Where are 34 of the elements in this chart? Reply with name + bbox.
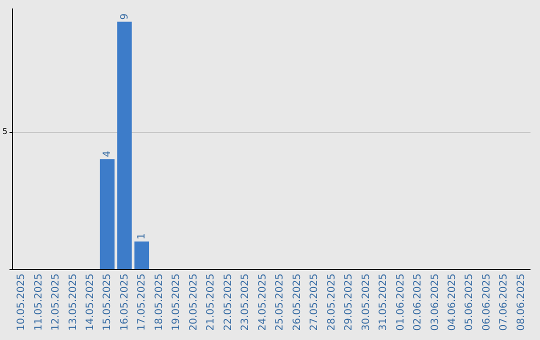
x-tick-label: 10.05.2025 — [16, 274, 28, 331]
data-label: 9 — [119, 13, 130, 20]
x-tick-label: 19.05.2025 — [171, 274, 182, 331]
x-tick-label: 28.05.2025 — [326, 274, 338, 331]
x-tick-label: 03.06.2025 — [430, 274, 441, 331]
x-tick-label: 24.05.2025 — [257, 274, 268, 331]
x-tick-label: 27.05.2025 — [309, 274, 320, 331]
x-tick-label: 07.06.2025 — [498, 274, 510, 331]
x-tick-label: 25.05.2025 — [274, 274, 286, 331]
x-tick-label: 18.05.2025 — [154, 274, 165, 331]
x-tick-label: 23.05.2025 — [240, 274, 252, 331]
x-tick-label: 13.05.2025 — [68, 274, 79, 331]
x-tick-label: 11.05.2025 — [33, 274, 44, 331]
y-tick-label: 5 — [2, 127, 8, 136]
x-tick-label: 22.05.2025 — [222, 274, 234, 331]
x-tick-label: 08.06.2025 — [516, 274, 527, 331]
x-tick-label: 16.05.2025 — [119, 274, 130, 331]
x-tick-label: 12.05.2025 — [50, 274, 62, 331]
x-tick-label: 01.06.2025 — [395, 274, 406, 331]
x-tick-label: 04.06.2025 — [447, 274, 458, 331]
x-tick-label: 20.05.2025 — [188, 274, 200, 331]
x-tick-label: 05.06.2025 — [464, 274, 476, 331]
x-tick-label: 30.05.2025 — [360, 274, 372, 331]
x-tick-label: 14.05.2025 — [85, 274, 96, 331]
x-tick-label: 06.06.2025 — [481, 274, 492, 331]
x-tick-label: 31.05.2025 — [378, 274, 390, 331]
x-tick-label: 21.05.2025 — [206, 274, 217, 331]
x-tick-label: 17.05.2025 — [136, 274, 148, 331]
x-tick-label: 29.05.2025 — [344, 274, 355, 331]
data-label: 4 — [102, 150, 114, 158]
data-label: 1 — [136, 233, 148, 240]
x-tick-label: 26.05.2025 — [292, 274, 303, 331]
x-tick-label: 15.05.2025 — [102, 274, 114, 331]
x-tick-label: 02.06.2025 — [412, 274, 424, 331]
